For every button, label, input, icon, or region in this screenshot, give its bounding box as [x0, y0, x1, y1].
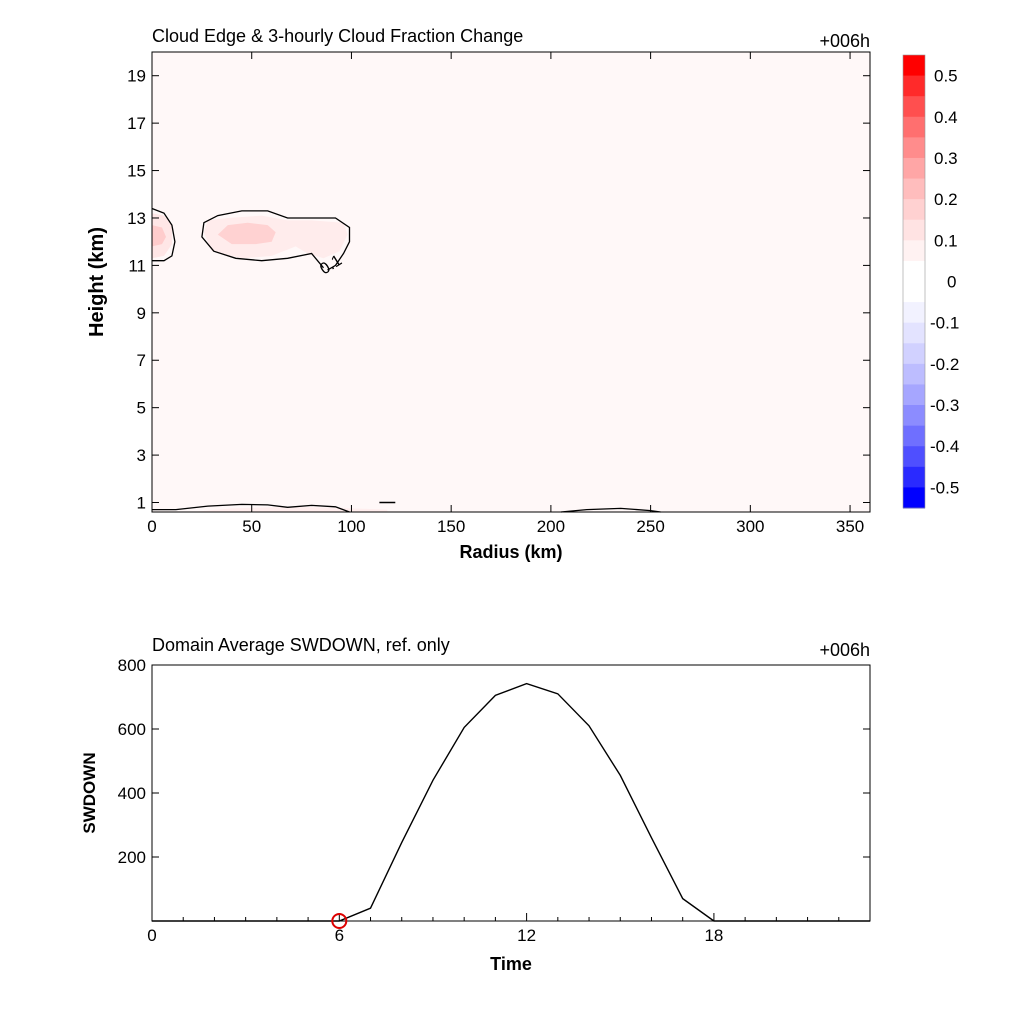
- cloud-fill-layer: [152, 213, 388, 512]
- colorbar-swatch: [903, 466, 925, 488]
- swdown-y-axis-label: SWDOWN: [80, 752, 99, 833]
- colorbar-swatch: [903, 219, 925, 241]
- swdown-y-ticks: 200 400 600 800: [118, 656, 870, 867]
- colorbar-label: 0.1: [934, 231, 958, 250]
- colorbar-swatch: [903, 446, 925, 468]
- swdown-panel: Domain Average SWDOWN, ref. only +006h 0…: [80, 635, 871, 974]
- cloud-y-tick-label: 19: [127, 67, 146, 86]
- colorbar-frame: [902, 54, 926, 509]
- swdown-y-tick-label: 400: [118, 784, 146, 803]
- cloud-y-axis-label: Height (km): [86, 227, 108, 337]
- colorbar-swatch: [903, 343, 925, 365]
- cloud-x-tick-label: 0: [147, 517, 156, 536]
- cloud-y-tick-label: 7: [137, 351, 146, 370]
- contour-upper-left: [151, 207, 176, 262]
- swdown-chart-time-label: +006h: [819, 640, 870, 660]
- cloud-x-tick-label: 250: [636, 517, 664, 536]
- colorbar-swatch: [903, 178, 925, 200]
- colorbar-label: 0: [947, 273, 956, 292]
- cloud-fill-upper-mid-core: [217, 222, 276, 245]
- colorbar: 0.5 0.4 0.3 0.2 0.1 0 -0.1 -0.2 -0.3 -0.4 -0.5: [902, 54, 959, 509]
- swdown-y-tick-label: 200: [118, 848, 146, 867]
- colorbar-label: 0.5: [934, 67, 958, 86]
- colorbar-label: -0.4: [930, 437, 959, 456]
- cloud-x-tick-label: 150: [437, 517, 465, 536]
- colorbar-swatch: [903, 425, 925, 447]
- colorbar-label: 0.3: [934, 149, 958, 168]
- colorbar-swatch: [903, 487, 925, 509]
- colorbar-swatch: [903, 137, 925, 159]
- cloud-y-tick-label: 11: [128, 256, 146, 275]
- cloud-y-tick-label: 13: [127, 209, 146, 228]
- contour-low-far: [560, 507, 661, 513]
- swdown-x-tick-label: 12: [517, 926, 536, 945]
- cloud-x-ticks: 0 50 100 150 200 250 300 350: [147, 52, 864, 536]
- cloud-x-tick-label: 100: [337, 517, 365, 536]
- cloud-x-tick-label: 50: [242, 517, 261, 536]
- swdown-x-tick-label: 6: [335, 926, 344, 945]
- cloud-y-tick-label: 3: [137, 446, 146, 465]
- colorbar-label: 0.2: [934, 190, 958, 209]
- swdown-line: [152, 682, 870, 922]
- cloud-y-tick-label: 17: [127, 114, 146, 133]
- cloud-plot-background: [152, 52, 870, 512]
- colorbar-swatch: [903, 199, 925, 221]
- colorbar-swatch: [903, 322, 925, 344]
- cloud-chart-title: Cloud Edge & 3-hourly Cloud Fraction Cha…: [152, 26, 523, 46]
- swdown-x-ticks: 0 6 12 18: [147, 913, 871, 945]
- cloud-x-tick-label: 350: [836, 517, 864, 536]
- colorbar-label: 0.4: [934, 108, 958, 127]
- colorbar-swatch: [903, 157, 925, 180]
- swdown-plot-frame: [151, 664, 871, 922]
- colorbar-swatch: [903, 240, 925, 262]
- colorbar-swatch: [903, 260, 925, 303]
- cloud-y-tick-label: 15: [127, 162, 146, 181]
- colorbar-swatch: [903, 75, 925, 97]
- contour-upper-mid: [201, 210, 351, 271]
- colorbar-label: -0.3: [930, 396, 959, 415]
- colorbar-swatch: [903, 116, 925, 138]
- cloud-y-tick-label: 1: [137, 494, 146, 513]
- cloud-fill-upper-left-core: [152, 225, 166, 247]
- cloud-y-tick-label: 5: [137, 399, 146, 418]
- colorbar-swatch: [903, 363, 925, 385]
- swdown-series: [152, 682, 870, 929]
- colorbar-swatch: [903, 384, 925, 406]
- swdown-chart-title: Domain Average SWDOWN, ref. only: [152, 635, 450, 655]
- cloud-chart-time-label: +006h: [819, 31, 870, 51]
- current-time-marker: [331, 913, 348, 929]
- cloud-x-axis-label: Radius (km): [459, 542, 562, 562]
- cloud-x-tick-label: 200: [537, 517, 565, 536]
- colorbar-label: -0.5: [930, 478, 959, 497]
- colorbar-swatch: [903, 405, 925, 427]
- swdown-y-tick-label: 800: [118, 656, 146, 675]
- swdown-y-tick-label: 600: [118, 720, 146, 739]
- swdown-x-tick-label: 0: [147, 926, 156, 945]
- swdown-x-tick-label: 18: [704, 926, 723, 945]
- cloud-fraction-panel: Cloud Edge & 3-hourly Cloud Fraction Cha…: [86, 26, 959, 562]
- cloud-y-tick-label: 9: [137, 304, 146, 323]
- colorbar-label: -0.2: [930, 355, 959, 374]
- colorbar-label: -0.1: [930, 314, 959, 333]
- contour-low-layer: [152, 503, 350, 513]
- colorbar-swatch: [903, 96, 925, 118]
- colorbar-swatch: [903, 55, 925, 77]
- cloud-plot-frame: [151, 51, 871, 513]
- colorbar-swatch: [903, 302, 925, 324]
- cloud-x-tick-label: 300: [736, 517, 764, 536]
- swdown-x-axis-label: Time: [490, 954, 532, 974]
